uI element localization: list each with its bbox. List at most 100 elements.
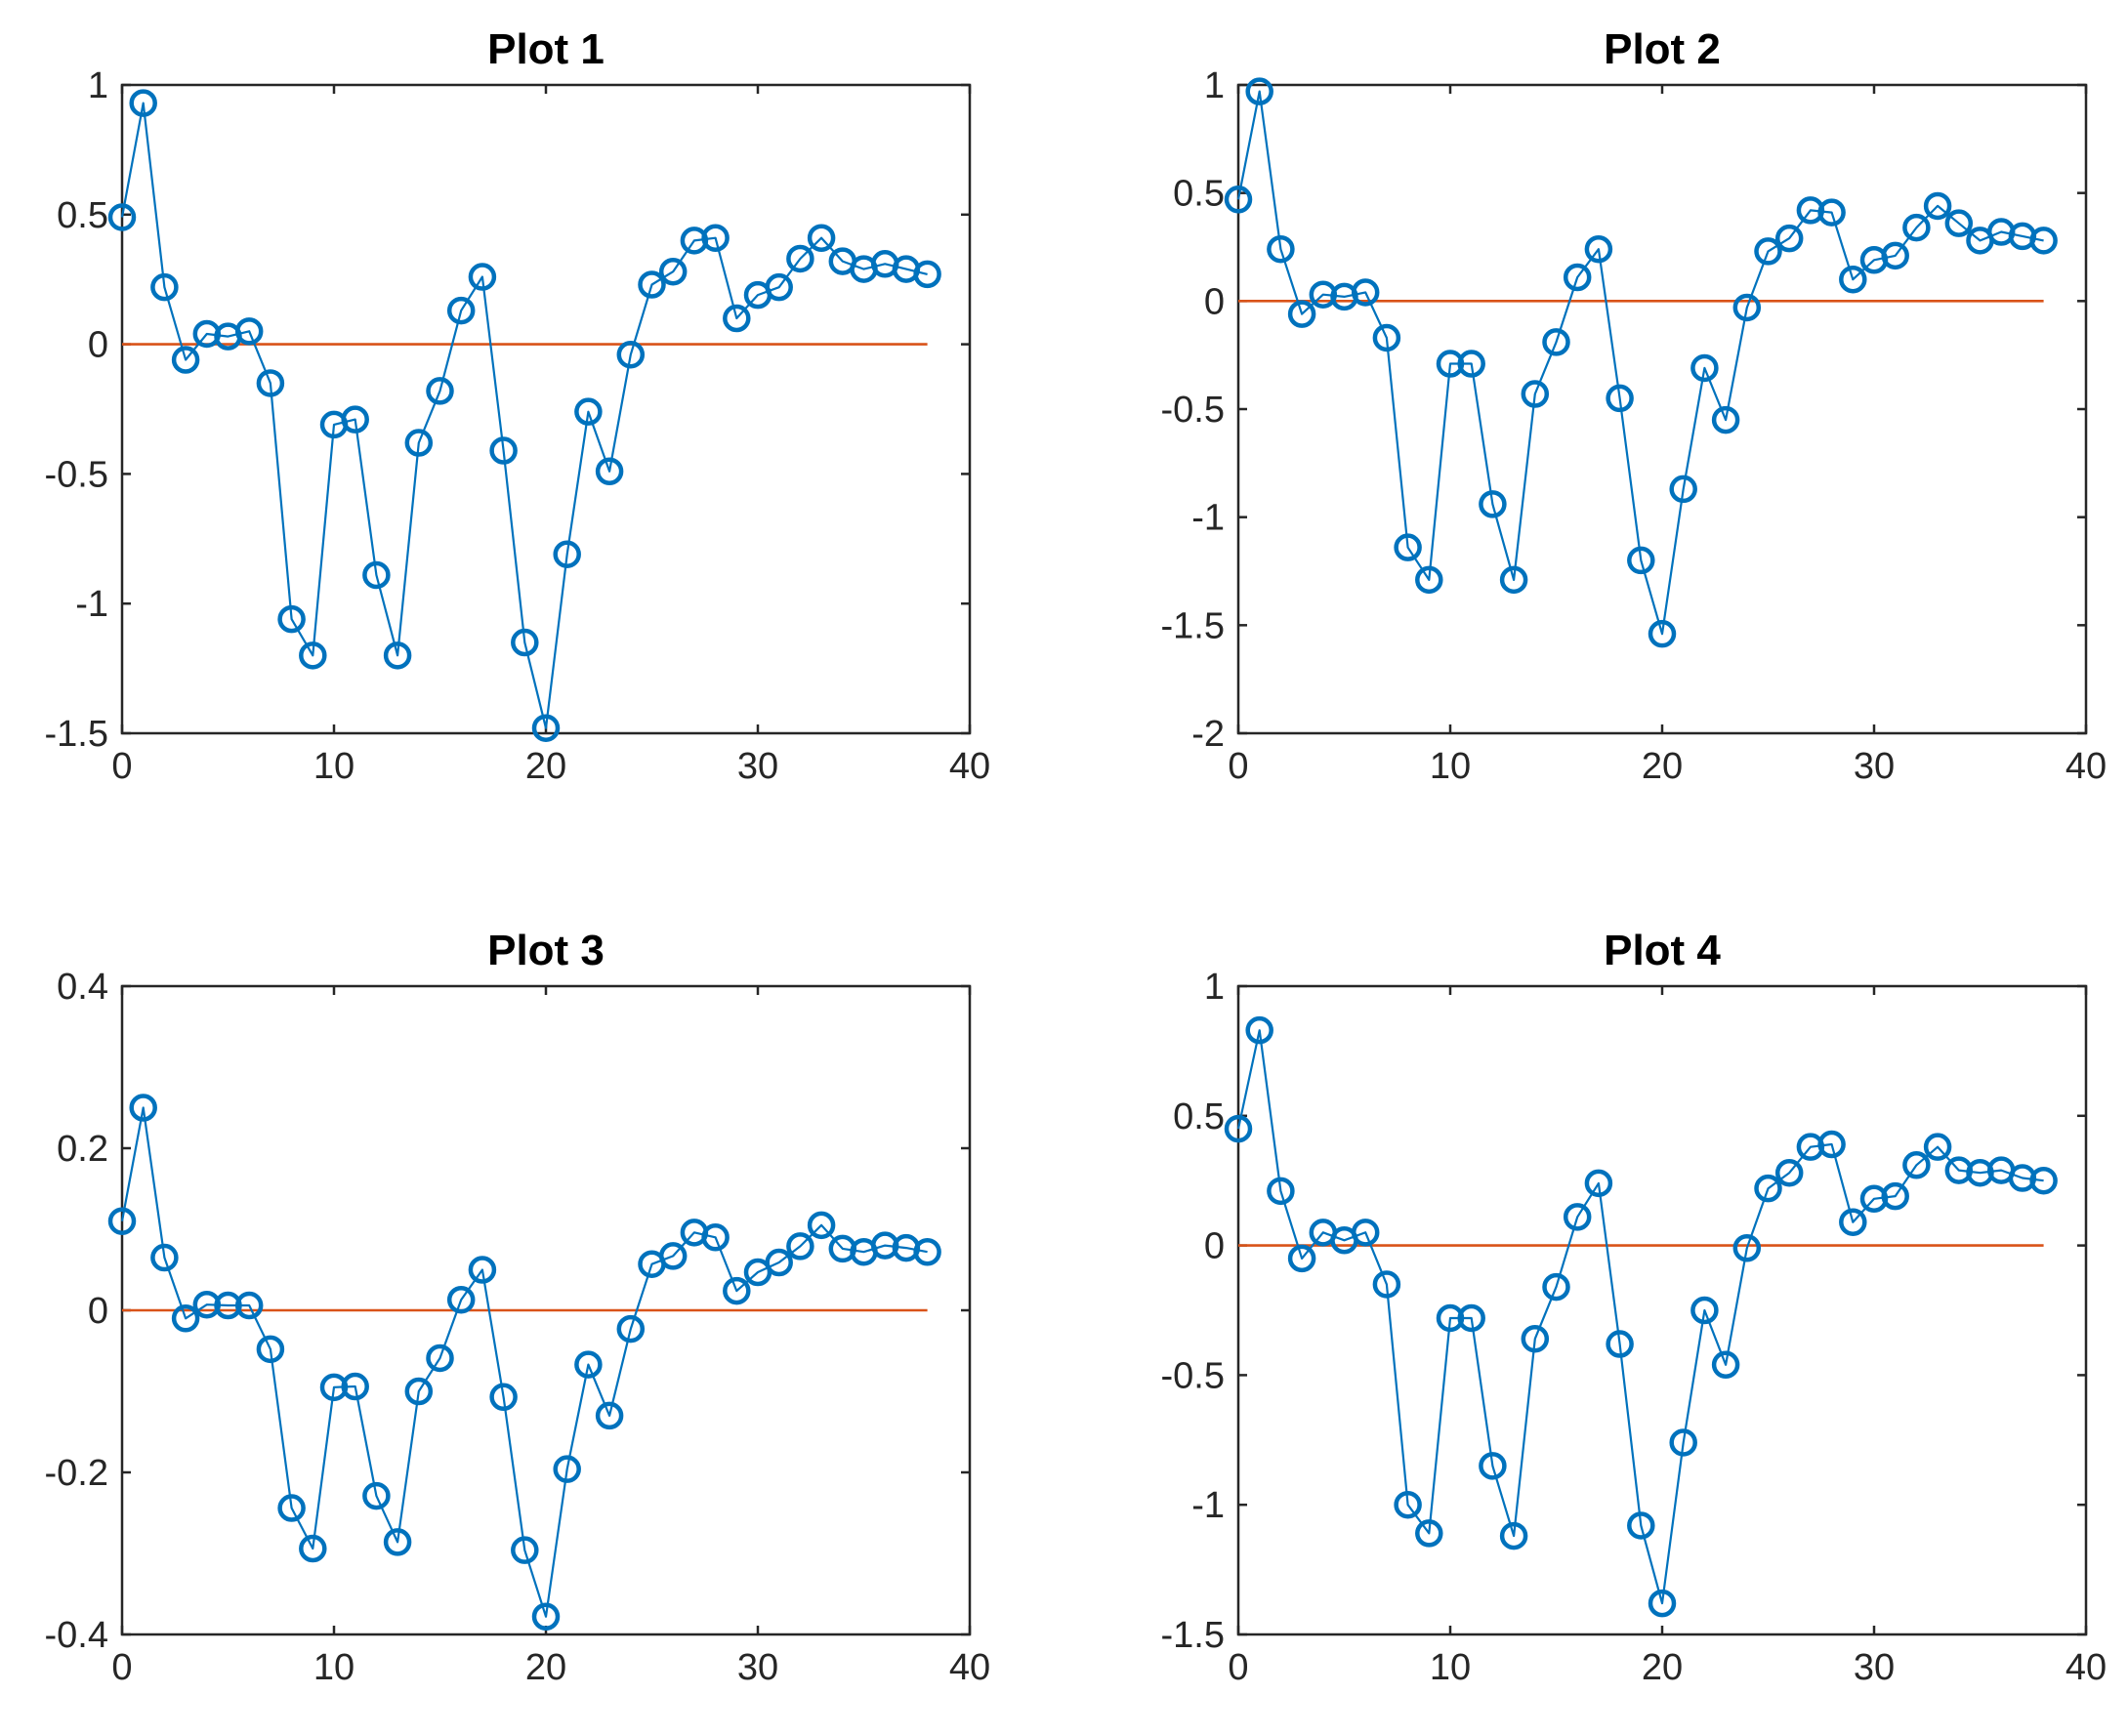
subplot-3: Plot 3 0 10 20 30 40 -0.4 -0.2 0 0.2 0.4: [45, 927, 991, 1688]
data-point-marker: [511, 1536, 539, 1564]
data-point-marker: [489, 1383, 518, 1412]
data-point-marker: [1881, 241, 1909, 270]
data-point-marker: [1944, 209, 1974, 237]
data-point-marker: [489, 436, 518, 465]
data-point-marker: [404, 1377, 434, 1406]
data-point-marker: [1563, 263, 1592, 292]
data-point-marker: [1923, 191, 1952, 221]
x-tick-label: 40: [2065, 1647, 2107, 1688]
series-line: [1236, 1029, 2044, 1605]
data-point-marker: [1499, 1521, 1528, 1550]
y-tick-label: 1: [1204, 65, 1225, 106]
data-point-marker: [277, 604, 306, 634]
subplot-2: Plot 2 0 10 20 30 40 -2 -1.5 -1 -0.5 0 0.5 1: [1161, 25, 2107, 787]
data-point-marker: [277, 1494, 306, 1522]
x-tick-label: 20: [525, 1647, 566, 1688]
data-point-marker: [1267, 1177, 1295, 1206]
data-point-marker: [1754, 237, 1782, 266]
data-point-marker: [1479, 490, 1507, 518]
data-point-marker: [1627, 1511, 1655, 1540]
y-tick-label: 0.2: [57, 1129, 108, 1170]
data-point-marker: [426, 377, 454, 405]
axes-frame: [1236, 984, 2088, 1636]
data-point-marker: [2029, 1166, 2058, 1195]
series-line: [120, 1106, 928, 1618]
data-point-marker: [1606, 384, 1634, 413]
data-point-marker: [1245, 77, 1273, 105]
data-point-marker: [913, 260, 941, 289]
data-point-marker: [531, 1602, 561, 1631]
data-point-marker: [638, 270, 666, 299]
data-point-marker: [404, 429, 434, 457]
x-tick-label: 30: [737, 746, 778, 787]
data-point-marker: [1224, 186, 1253, 214]
data-point-marker: [1606, 1330, 1634, 1358]
data-point-marker: [701, 224, 730, 252]
x-tick-label: 20: [525, 746, 566, 787]
data-point-marker: [1817, 1130, 1846, 1159]
data-point-marker: [1457, 350, 1485, 378]
data-point-marker: [341, 405, 369, 434]
series-line: [120, 102, 928, 729]
data-point-marker: [129, 1094, 157, 1122]
data-point-marker: [468, 1256, 497, 1284]
y-tick-label: 0.5: [1173, 174, 1225, 215]
data-point-marker: [1245, 1015, 1273, 1045]
data-point-marker: [531, 714, 561, 742]
data-point-marker: [129, 89, 157, 117]
x-tick-label: 0: [111, 746, 132, 787]
data-point-marker: [1224, 1114, 1253, 1143]
y-tick-label: 0: [88, 1291, 108, 1332]
subplot-1: Plot 1 0 10 20 30 40 -1.5 -1 -0.5 0 0.5 1: [45, 25, 991, 787]
data-point-marker: [1563, 1203, 1592, 1231]
y-tick-label: 0.5: [57, 195, 108, 236]
data-point-marker: [1732, 1234, 1762, 1262]
data-point-marker: [511, 628, 539, 657]
data-point-marker: [913, 1237, 941, 1266]
x-tick-label: 10: [1430, 1647, 1471, 1688]
data-point-marker: [807, 1211, 836, 1240]
data-point-marker: [807, 224, 836, 252]
x-tick-label: 10: [313, 746, 355, 787]
data-point-marker: [383, 641, 412, 670]
subplot-4: Plot 4 0 10 20 30 40 -1.5 -1 -0.5 0 0.5 1: [1161, 927, 2107, 1688]
data-point-marker: [1669, 1428, 1697, 1457]
data-point-marker: [616, 1314, 646, 1343]
data-point-marker: [1351, 278, 1380, 307]
data-point-marker: [171, 1304, 200, 1333]
data-point-marker: [1711, 405, 1740, 434]
data-point-marker: [553, 1455, 581, 1483]
data-point-marker: [1584, 234, 1613, 264]
data-point-marker: [256, 369, 285, 397]
data-point-marker: [574, 1350, 603, 1379]
data-point-marker: [1669, 475, 1697, 504]
x-tick-label: 40: [2065, 746, 2107, 787]
data-point-marker: [574, 397, 603, 426]
data-point-marker: [1774, 1158, 1804, 1187]
data-point-marker: [2029, 227, 2058, 255]
data-point-marker: [1690, 1296, 1719, 1325]
data-point-marker: [1415, 1519, 1443, 1548]
data-point-marker: [1351, 1219, 1380, 1247]
axes-frame: [1236, 83, 2088, 735]
data-point-marker: [1732, 293, 1762, 322]
data-point-marker: [362, 1481, 391, 1510]
data-point-marker: [1839, 265, 1867, 294]
data-point-marker: [1542, 328, 1570, 356]
y-tick-label: 0.5: [1173, 1096, 1225, 1137]
data-point-marker: [1415, 565, 1443, 595]
chart-title: Plot 4: [1604, 927, 1721, 974]
data-point-marker: [214, 1291, 242, 1320]
data-point-marker: [1923, 1133, 1952, 1161]
data-point-marker: [1648, 1589, 1677, 1618]
y-tick-label: 0: [1204, 1226, 1225, 1267]
data-point-marker: [1902, 1151, 1931, 1179]
y-tick-label: -1: [1191, 498, 1225, 539]
data-point-marker: [150, 1243, 179, 1272]
data-point-marker: [658, 257, 688, 286]
data-point-marker: [658, 1242, 688, 1270]
data-point-marker: [1372, 323, 1401, 352]
data-point-marker: [595, 1401, 624, 1430]
data-point-marker: [786, 244, 814, 273]
plot-area: [107, 1094, 941, 1631]
